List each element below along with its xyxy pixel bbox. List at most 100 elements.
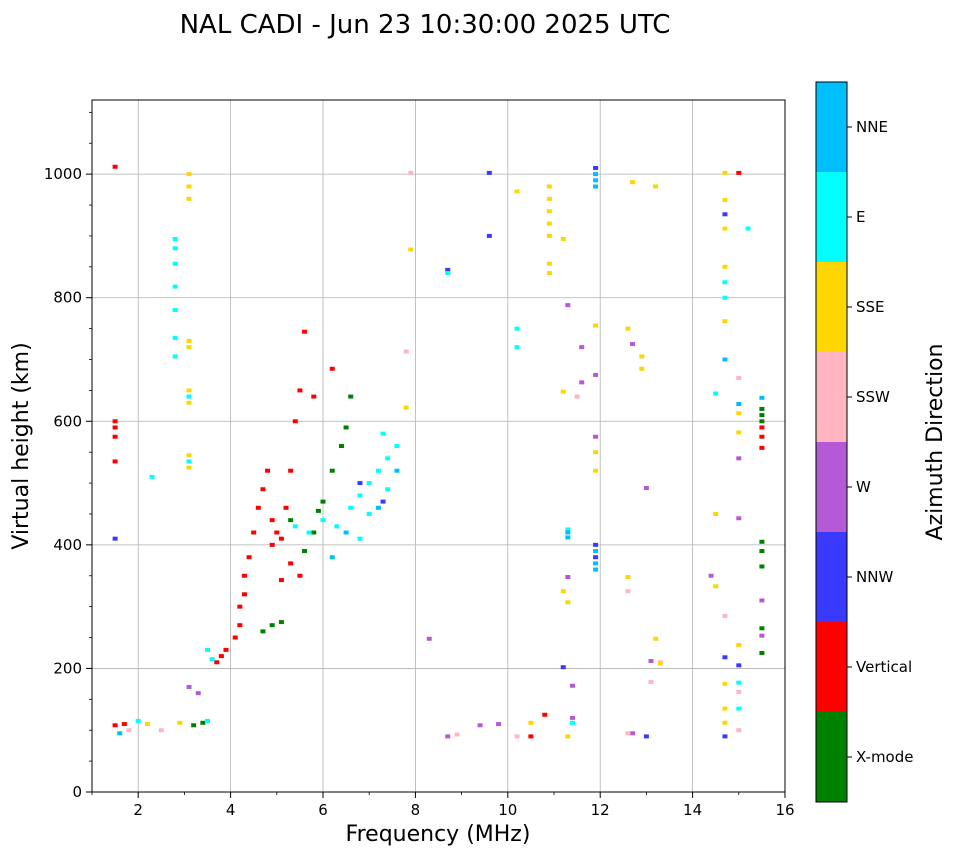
point-w — [648, 659, 654, 664]
colorbar-segment — [816, 442, 847, 532]
point-sse — [653, 636, 659, 641]
point-x-mode — [269, 623, 275, 628]
point-nnw — [486, 233, 492, 238]
colorbar-label: W — [856, 478, 871, 496]
point-sse — [713, 584, 719, 589]
point-nnw — [560, 665, 566, 670]
point-x-mode — [288, 518, 294, 523]
point-e — [569, 720, 575, 725]
point-vertical — [736, 170, 742, 175]
point-sse — [546, 209, 552, 214]
point-vertical — [288, 561, 294, 566]
point-w — [565, 574, 571, 579]
point-nne — [394, 468, 400, 473]
point-vertical — [237, 623, 243, 628]
point-vertical — [237, 604, 243, 609]
point-nne — [759, 395, 765, 400]
point-w — [195, 691, 201, 696]
point-sse — [546, 271, 552, 275]
point-vertical — [241, 592, 247, 597]
colorbar-segment — [816, 532, 847, 622]
point-sse — [630, 180, 636, 185]
point-e — [172, 261, 178, 266]
point-nnw — [722, 212, 728, 217]
point-vertical — [528, 734, 534, 739]
point-w — [579, 380, 585, 385]
point-w — [565, 303, 571, 308]
point-e — [514, 345, 520, 350]
x-tick-label: 8 — [411, 801, 421, 819]
point-sse — [177, 720, 183, 725]
y-tick-label: 200 — [53, 659, 82, 677]
data-points — [112, 164, 765, 739]
point-sse — [528, 720, 534, 725]
point-sse — [722, 706, 728, 711]
point-w — [593, 372, 599, 377]
point-nne — [343, 530, 349, 535]
point-w — [445, 734, 451, 739]
colorbar-label: X-mode — [856, 748, 913, 766]
point-vertical — [265, 468, 271, 473]
colorbar-segment — [816, 352, 847, 442]
point-x-mode — [759, 406, 765, 411]
point-vertical — [311, 394, 317, 399]
point-x-mode — [191, 723, 197, 728]
point-vertical — [329, 366, 335, 371]
point-vertical — [112, 425, 118, 430]
point-sse — [186, 338, 192, 343]
point-sse — [408, 247, 414, 252]
point-ssw — [514, 734, 520, 739]
point-w — [643, 486, 649, 491]
point-nnw — [593, 555, 599, 560]
point-e — [186, 394, 192, 399]
point-sse — [722, 198, 728, 203]
x-tick-label: 16 — [775, 801, 794, 819]
point-e — [135, 718, 141, 723]
point-x-mode — [338, 444, 344, 448]
point-ssw — [574, 394, 580, 399]
point-sse — [546, 196, 552, 201]
y-tick-label: 800 — [53, 289, 82, 307]
x-axis-label: Frequency (MHz) — [346, 822, 531, 847]
point-sse — [186, 184, 192, 189]
point-x-mode — [759, 539, 765, 544]
point-sse — [403, 405, 409, 410]
point-x-mode — [278, 620, 284, 625]
point-e — [722, 295, 728, 300]
point-vertical — [278, 536, 284, 541]
point-w — [477, 723, 483, 728]
point-e — [565, 527, 571, 532]
point-nne — [593, 184, 599, 189]
point-nne — [593, 172, 599, 177]
point-e — [736, 706, 742, 711]
y-tick-label: 400 — [53, 536, 82, 554]
x-tick-label: 6 — [318, 801, 328, 819]
point-nnw — [112, 536, 118, 541]
point-sse — [713, 511, 719, 516]
colorbar-frame — [815, 81, 848, 803]
point-sse — [722, 264, 728, 269]
point-x-mode — [315, 508, 321, 513]
point-e — [292, 524, 298, 529]
point-vertical — [269, 518, 275, 523]
point-vertical — [214, 660, 220, 665]
point-sse — [565, 600, 571, 605]
y-axis-label: Virtual height (km) — [9, 342, 34, 549]
point-nne — [375, 505, 381, 510]
point-sse — [657, 661, 663, 666]
point-vertical — [246, 555, 252, 560]
point-sse — [722, 681, 728, 686]
point-x-mode — [759, 650, 765, 655]
point-ssw — [126, 728, 132, 733]
point-w — [759, 633, 765, 638]
point-w — [496, 722, 502, 727]
point-x-mode — [759, 549, 765, 554]
x-tick-label: 12 — [591, 801, 610, 819]
point-ssw — [454, 732, 460, 737]
point-e — [380, 431, 386, 436]
point-sse — [546, 261, 552, 266]
x-tick-label: 4 — [226, 801, 236, 819]
point-vertical — [297, 388, 303, 393]
point-sse — [593, 468, 599, 473]
colorbar-segment — [816, 262, 847, 352]
